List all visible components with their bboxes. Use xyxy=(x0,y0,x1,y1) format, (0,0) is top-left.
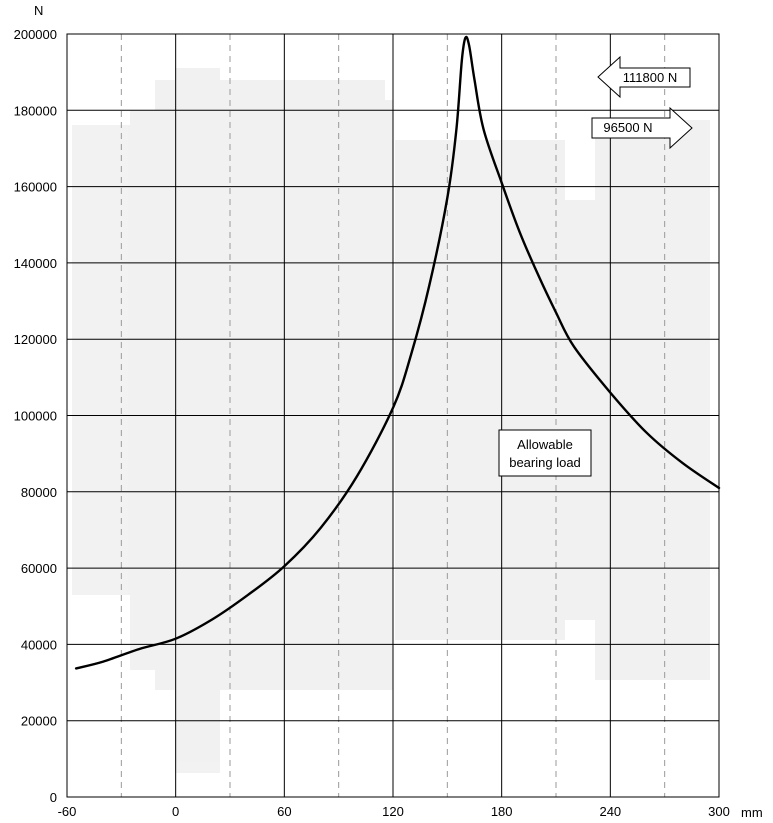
bearing-load-callout: Allowable bearing load xyxy=(498,429,592,477)
y-tick-label: 80000 xyxy=(21,485,57,500)
y-tick-label: 0 xyxy=(50,790,57,805)
callout-line-2: bearing load xyxy=(509,455,581,470)
y-tick-label: 160000 xyxy=(14,180,57,195)
y-tick-label: 40000 xyxy=(21,637,57,652)
x-tick-label: 180 xyxy=(491,804,513,819)
series-line-allowable-bearing-load xyxy=(74,35,721,670)
arrow-left-icon xyxy=(597,55,691,99)
gearbox-silhouette xyxy=(72,68,710,773)
y-tick-label: 20000 xyxy=(21,714,57,729)
y-tick-label: 140000 xyxy=(14,256,57,271)
callout-line-1: Allowable xyxy=(517,437,573,452)
x-tick-label: 120 xyxy=(382,804,404,819)
x-tick-label: -60 xyxy=(58,804,77,819)
force-arrow-left: 111800 N xyxy=(597,55,691,99)
force-left-label: 111800 N xyxy=(623,70,677,85)
x-axis-unit: mm xyxy=(741,805,763,820)
x-tick-labels: -60 0 60 120 180 240 300 xyxy=(58,804,730,819)
callout-box xyxy=(498,429,592,477)
y-tick-label: 200000 xyxy=(14,27,57,42)
y-tick-label: 100000 xyxy=(14,409,57,424)
arrow-right-icon xyxy=(591,106,693,150)
y-axis-unit: N xyxy=(34,3,43,18)
x-tick-label: 240 xyxy=(599,804,621,819)
y-tick-label: 120000 xyxy=(14,332,57,347)
y-tick-label: 60000 xyxy=(21,561,57,576)
y-tick-labels: 0 20000 40000 60000 80000 100000 120000 140000 1… xyxy=(14,27,57,805)
force-arrow-right: 96500 N xyxy=(591,106,693,150)
y-tick-label: 180000 xyxy=(14,103,57,118)
x-tick-label: 0 xyxy=(172,804,179,819)
force-right-label: 96500 N xyxy=(603,120,652,135)
x-tick-label: 60 xyxy=(277,804,291,819)
plot-frame xyxy=(66,33,720,798)
x-tick-label: 300 xyxy=(708,804,730,819)
